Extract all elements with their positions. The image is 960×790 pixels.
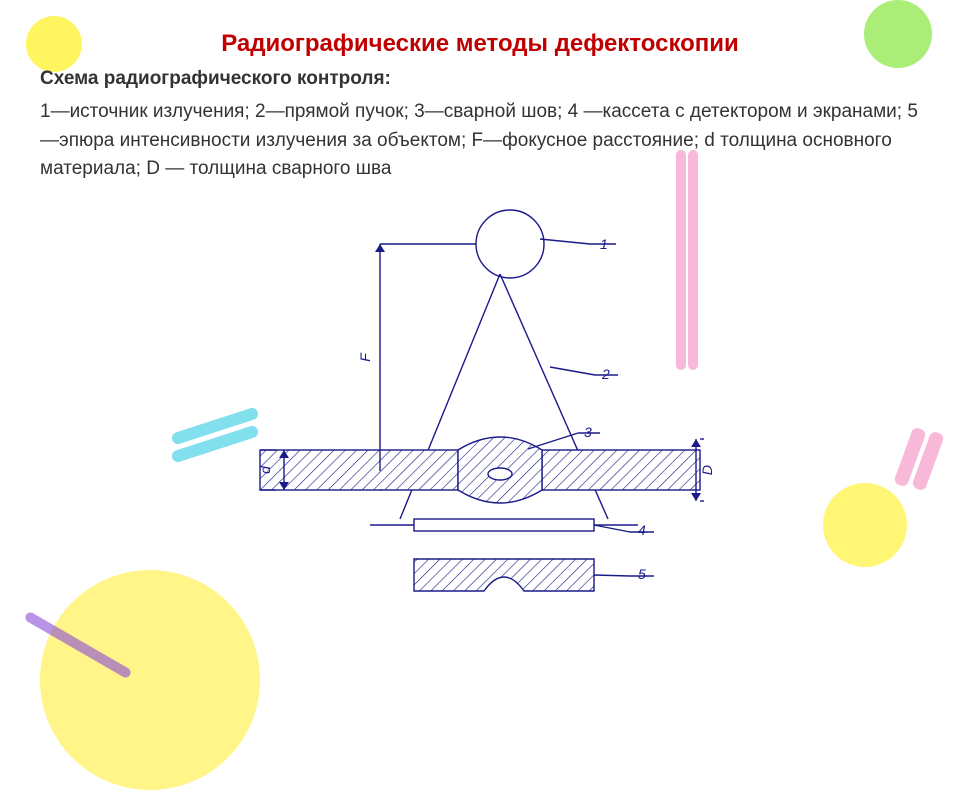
svg-text:F: F <box>357 351 373 361</box>
radiographic-schematic: Fd D 1 2 3 4 5 <box>200 199 760 619</box>
svg-text:3: 3 <box>584 424 592 440</box>
description: 1—источник излучения; 2—прямой пучок; 3—… <box>40 98 920 184</box>
svg-text:d: d <box>257 464 273 473</box>
svg-text:D: D <box>699 464 715 474</box>
svg-text:2: 2 <box>601 366 610 382</box>
svg-text:5: 5 <box>638 566 646 582</box>
svg-text:1: 1 <box>600 236 608 252</box>
page-title: Радиографические методы дефектоскопии <box>40 30 920 58</box>
subtitle: Схема радиографического контроля: <box>40 68 920 90</box>
svg-text:4: 4 <box>638 522 646 538</box>
